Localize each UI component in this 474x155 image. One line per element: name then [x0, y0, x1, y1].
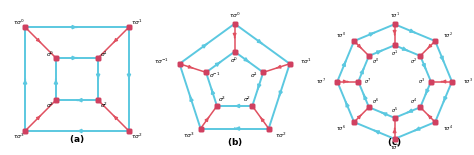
- Text: $\tau\sigma^2$: $\tau\sigma^2$: [443, 30, 453, 40]
- Text: $\tau\sigma^3$: $\tau\sigma^3$: [463, 77, 473, 86]
- Text: $\sigma^1$: $\sigma^1$: [250, 70, 258, 80]
- Text: $\tau\sigma^0$: $\tau\sigma^0$: [13, 18, 25, 27]
- Text: $\tau\sigma^2$: $\tau\sigma^2$: [131, 132, 143, 141]
- Text: $\tau\sigma^4$: $\tau\sigma^4$: [443, 123, 453, 133]
- Text: $\tau\sigma^2$: $\tau\sigma^2$: [275, 131, 287, 140]
- Text: $\sigma^2$: $\sigma^2$: [100, 101, 109, 110]
- Text: $\sigma^{-1}$: $\sigma^{-1}$: [209, 70, 221, 80]
- Text: $\sigma^0$: $\sigma^0$: [372, 57, 379, 66]
- Text: $\tau\sigma^7$: $\tau\sigma^7$: [317, 77, 327, 86]
- Text: $\mathbf{(b)}$: $\mathbf{(b)}$: [227, 136, 243, 148]
- Text: $\sigma^3$: $\sigma^3$: [46, 101, 55, 110]
- Text: $\tau\sigma^0$: $\tau\sigma^0$: [228, 11, 241, 20]
- Text: $\tau\sigma^5$: $\tau\sigma^5$: [390, 143, 400, 152]
- Text: $\mathbf{(a)}$: $\mathbf{(a)}$: [69, 133, 85, 145]
- Text: $\sigma^3$: $\sigma^3$: [219, 94, 227, 104]
- Text: $\sigma^5$: $\sigma^5$: [391, 106, 398, 115]
- Text: $\sigma^0$: $\sigma^0$: [46, 50, 55, 59]
- Text: $\sigma^0$: $\sigma^0$: [230, 55, 239, 65]
- Text: $\sigma^3$: $\sigma^3$: [418, 77, 425, 86]
- Text: $\sigma^2$: $\sigma^2$: [410, 57, 417, 66]
- Text: $\sigma^4$: $\sigma^4$: [410, 97, 417, 106]
- Text: $\sigma^7$: $\sigma^7$: [364, 77, 372, 86]
- Text: $\tau\sigma^3$: $\tau\sigma^3$: [182, 131, 194, 140]
- Text: $\tau\sigma^0$: $\tau\sigma^0$: [336, 30, 346, 40]
- Text: $\tau\sigma^1$: $\tau\sigma^1$: [300, 56, 311, 66]
- Text: $\sigma^2$: $\sigma^2$: [243, 94, 251, 104]
- Text: $\tau\sigma^1$: $\tau\sigma^1$: [131, 18, 143, 27]
- Text: $\tau\sigma^3$: $\tau\sigma^3$: [13, 132, 25, 141]
- Text: $\tau\sigma^1$: $\tau\sigma^1$: [390, 11, 400, 20]
- Text: $\mathbf{(c)}$: $\mathbf{(c)}$: [387, 136, 402, 148]
- Text: $\sigma^1$: $\sigma^1$: [391, 48, 398, 58]
- Text: $\sigma^1$: $\sigma^1$: [100, 50, 109, 59]
- Text: $\tau\sigma^6$: $\tau\sigma^6$: [336, 123, 346, 133]
- Text: $\sigma^6$: $\sigma^6$: [372, 97, 379, 106]
- Text: $\tau\sigma^{-1}$: $\tau\sigma^{-1}$: [154, 56, 169, 66]
